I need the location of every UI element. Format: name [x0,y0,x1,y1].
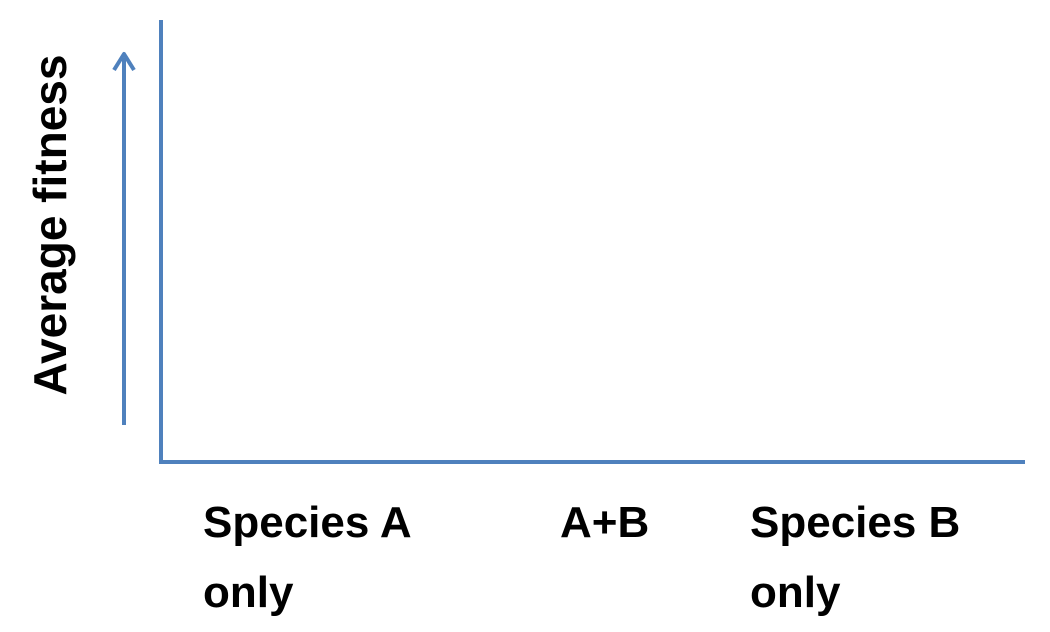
x-tick-label: Species B only [750,498,961,617]
y-axis-label: Average fitness [24,54,76,396]
x-tick-label: Species A only [203,498,411,617]
x-tick-label: A+B [560,498,650,547]
arrow-head [112,52,136,72]
